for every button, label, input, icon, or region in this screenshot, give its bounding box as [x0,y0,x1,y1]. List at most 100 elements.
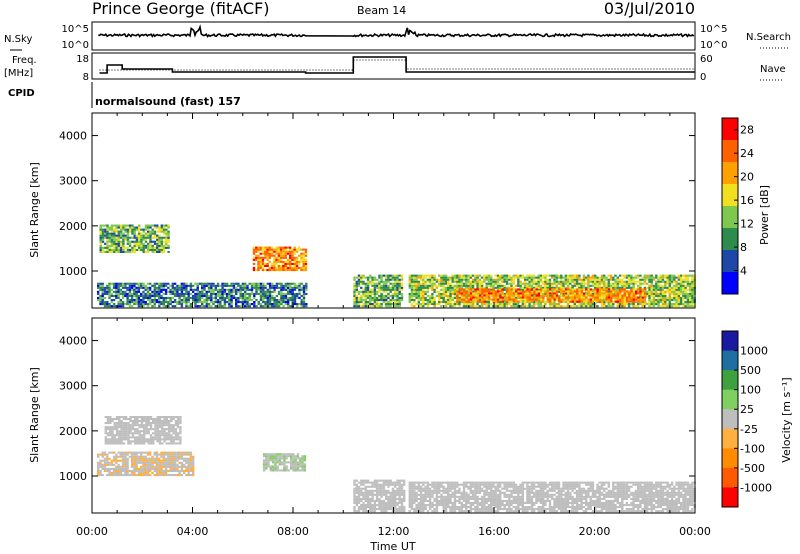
heatmap-cell [104,428,107,431]
heatmap-cell [691,280,694,283]
heatmap-cell [453,294,457,297]
heatmap-cell [542,290,545,293]
heatmap-cell [385,296,388,299]
heatmap-cell [564,292,568,295]
heatmap-cell [585,278,588,281]
heatmap-cell [677,305,681,308]
heatmap-cell [542,288,545,291]
heatmap-cell [490,280,493,283]
heatmap-cell [524,288,527,291]
heatmap-cell [104,436,107,439]
heatmap-cell [630,296,633,299]
heatmap-cell [261,258,265,261]
heatmap-cell [442,278,445,281]
heatmap-cell [153,288,156,291]
heatmap-cell [219,305,222,308]
heatmap-cell [535,296,538,299]
heatmap-cell [546,274,549,277]
heatmap-cell [603,276,606,279]
heatmap-cell [122,438,126,441]
y-tick-label: 2000 [59,220,87,233]
heatmap-cell [655,280,658,283]
heatmap-cell [582,296,586,299]
nsky-panel [91,21,696,51]
heatmap-cell [101,248,105,251]
heatmap-cell [353,493,356,496]
heatmap-cell [612,290,615,293]
heatmap-cell [127,426,130,429]
heatmap-cell [103,286,107,289]
heatmap-cell [555,276,558,279]
heatmap-cell [201,292,204,295]
heatmap-cell [585,290,588,293]
heatmap-cell [566,280,570,283]
heatmap-cell [670,290,674,293]
heatmap-cell [262,301,265,304]
heatmap-cell [149,294,152,297]
heatmap-cell [128,224,132,227]
heatmap-cell [488,288,491,291]
heatmap-cell [619,294,622,297]
heatmap-cell [101,292,104,295]
heatmap-cell [162,457,165,460]
heatmap-cell [124,230,127,233]
heatmap-cell [634,280,638,283]
heatmap-cell [298,288,301,291]
heatmap-cell [158,250,161,253]
heatmap-cell [185,292,188,295]
heatmap-cell [101,296,104,299]
heatmap-cell [601,294,604,297]
heatmap-cell [156,428,159,431]
heatmap-cell [119,248,123,251]
heatmap-cell [201,286,204,289]
heatmap-cell [126,451,129,454]
heatmap-cell [417,288,420,291]
heatmap-cell [167,432,171,435]
heatmap-cell [106,420,110,423]
heatmap-cell [257,260,260,263]
heatmap-cell [264,301,267,304]
heatmap-cell [115,236,118,239]
heatmap-cell [167,420,171,423]
heatmap-cell [110,301,113,304]
heatmap-cell [133,288,136,291]
heatmap-cell [289,282,292,285]
heatmap-cell [514,296,518,299]
heatmap-cell [103,451,107,454]
heatmap-cell [302,290,306,293]
heatmap-cell [569,296,572,299]
heatmap-cell [146,453,150,456]
heatmap-cell [126,463,129,466]
heatmap-cell [487,305,491,308]
heatmap-cell [291,299,294,302]
heatmap-cell [438,294,441,297]
heatmap-cell [616,278,619,281]
heatmap-cell [517,284,520,287]
heatmap-cell [221,299,224,302]
heatmap-cell [591,303,595,306]
heatmap-cell [456,282,459,285]
heatmap-cell [165,442,168,445]
heatmap-cell [151,224,154,227]
heatmap-cell [117,290,120,293]
heatmap-cell [490,288,493,291]
heatmap-cell [149,236,152,239]
heatmap-cell [505,305,509,308]
heatmap-cell [156,440,159,443]
heatmap-cell [398,274,401,277]
heatmap-cell [433,301,436,304]
heatmap-cell [149,467,152,470]
heatmap-cell [101,232,105,235]
heatmap-cell [539,294,543,297]
heatmap-cell [101,294,104,297]
heatmap-cell [394,288,397,291]
heatmap-cell [210,301,213,304]
heatmap-cell [124,451,127,454]
heatmap-cell [623,284,626,287]
heatmap-cell [480,305,484,308]
heatmap-cell [610,298,613,301]
heatmap-cell [540,290,543,293]
heatmap-cell [677,284,681,287]
heatmap-cell [155,465,159,468]
heatmap-cell [131,230,134,233]
